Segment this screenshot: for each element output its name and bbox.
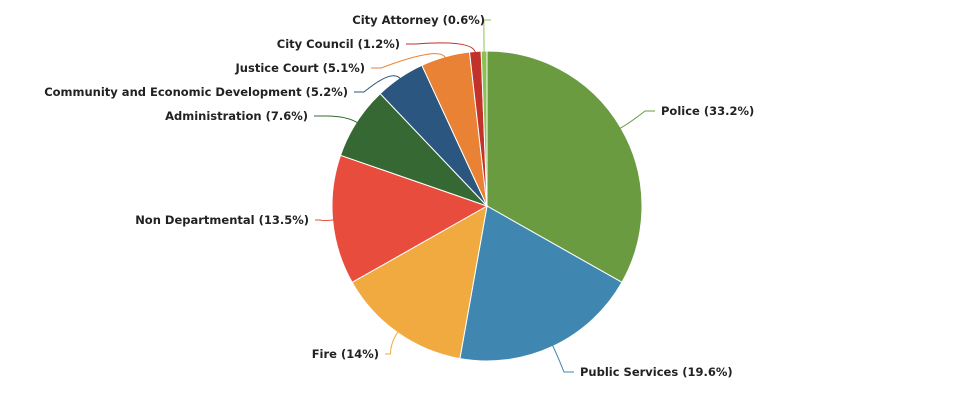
label-administration: Administration (7.6%) — [165, 109, 308, 123]
label-city-council: City Council (1.2%) — [277, 37, 400, 51]
pie-slices — [331, 50, 643, 362]
connector-administration — [314, 115, 359, 124]
connector-city-council — [406, 42, 476, 54]
connector-city-attorney — [483, 19, 491, 54]
connector-public-services — [551, 344, 574, 373]
label-community-and-economic-development: Community and Economic Development (5.2%… — [44, 85, 348, 99]
connector-justice-court — [371, 53, 447, 69]
connector-police — [618, 110, 655, 130]
connector-fire — [385, 330, 400, 355]
label-public-services: Public Services (19.6%) — [580, 365, 733, 379]
label-fire: Fire (14%) — [312, 347, 379, 361]
label-connectors — [314, 19, 655, 373]
connector-non-departmental — [315, 219, 335, 222]
label-police: Police (33.2%) — [661, 104, 754, 118]
connector-community-and-economic-development — [354, 75, 402, 93]
label-city-attorney: City Attorney (0.6%) — [352, 13, 485, 27]
slice-labels: Police (33.2%) Public Services (19.6%) Fir… — [44, 13, 754, 379]
label-non-departmental: Non Departmental (13.5%) — [135, 213, 309, 227]
label-justice-court: Justice Court (5.1%) — [235, 61, 365, 75]
